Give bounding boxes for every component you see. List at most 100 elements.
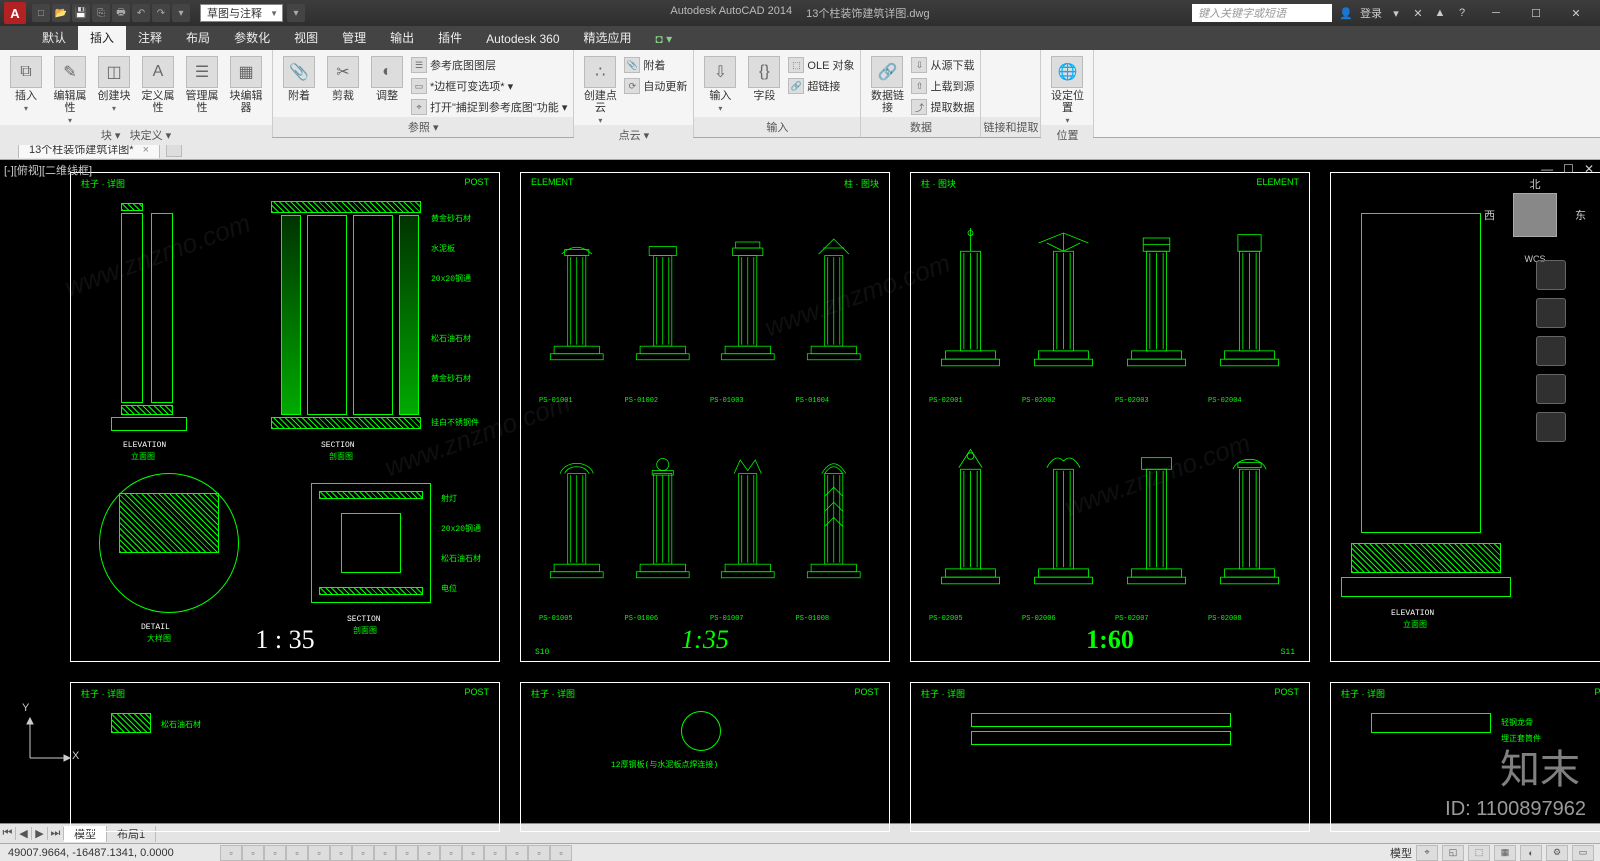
- nav-pan-icon[interactable]: [1536, 298, 1566, 328]
- create-pointcloud-button[interactable]: ∴创建点云▾: [580, 52, 620, 125]
- drawing-area[interactable]: [-][俯视][二维线框] —☐✕ 北 西 东 WCS www.znzmo.co…: [0, 160, 1600, 823]
- layout-nav-next-icon[interactable]: ▶: [32, 827, 48, 840]
- status-icon[interactable]: ▭: [1572, 845, 1594, 861]
- define-attr-button[interactable]: A定义属性: [138, 52, 178, 114]
- panel-title-block[interactable]: 块 ▾ 块定义 ▾: [0, 125, 272, 145]
- nav-zoom-icon[interactable]: [1536, 336, 1566, 366]
- ribbon-tab-focus-icon[interactable]: ◘ ▾: [644, 28, 685, 50]
- status-toggle[interactable]: ▫: [308, 845, 330, 861]
- status-model-label[interactable]: 模型: [1390, 845, 1412, 861]
- manage-attr-button[interactable]: ☰管理属性: [182, 52, 222, 114]
- viewcube-face[interactable]: [1513, 193, 1557, 237]
- signin-icon[interactable]: 👤: [1338, 5, 1354, 21]
- status-icon[interactable]: ⚙: [1546, 845, 1568, 861]
- ribbon-tab-insert[interactable]: 插入: [78, 25, 126, 50]
- viewport-label[interactable]: [-][俯视][二维线框]: [4, 162, 92, 178]
- status-toggle[interactable]: ▫: [550, 845, 572, 861]
- model-canvas[interactable]: www.znzmo.com www.znzmo.com www.znzmo.co…: [0, 160, 1600, 823]
- ribbon-tab-featured[interactable]: 精选应用: [572, 25, 644, 50]
- ribbon-tab-addins[interactable]: 插件: [426, 25, 474, 50]
- upload-source-button[interactable]: ⇧上载到源: [911, 76, 974, 96]
- qat-undo-icon[interactable]: ↶: [132, 4, 150, 22]
- status-toggle[interactable]: ▫: [220, 845, 242, 861]
- set-location-button[interactable]: 🌐设定位置▾: [1047, 52, 1087, 125]
- status-toggle[interactable]: ▫: [396, 845, 418, 861]
- ucs-icon[interactable]: X Y: [20, 708, 80, 773]
- qat-open-icon[interactable]: 📂: [52, 4, 70, 22]
- hyperlink-button[interactable]: 🔗超链接: [788, 76, 854, 96]
- adjust-button[interactable]: ◐调整: [367, 52, 407, 102]
- exchange-icon[interactable]: ✕: [1410, 5, 1426, 21]
- coordinate-readout[interactable]: 49007.9664, -16487.1341, 0.0000: [0, 847, 220, 859]
- status-icon[interactable]: ▦: [1494, 845, 1516, 861]
- viewcube-west[interactable]: 西: [1484, 207, 1495, 223]
- help-icon[interactable]: ?: [1454, 5, 1470, 21]
- window-maximize-icon[interactable]: ☐: [1516, 2, 1556, 24]
- viewcube-east[interactable]: 东: [1575, 207, 1586, 223]
- layout-nav-first-icon[interactable]: ⏮: [0, 827, 16, 840]
- status-icon[interactable]: ⬚: [1468, 845, 1490, 861]
- status-toggle[interactable]: ▫: [264, 845, 286, 861]
- qat-plot-icon[interactable]: 🖶: [112, 4, 130, 22]
- panel-title-reference[interactable]: 参照 ▾: [273, 117, 573, 137]
- ribbon-tab-default[interactable]: 默认: [30, 25, 78, 50]
- ole-button[interactable]: ⬚OLE 对象: [788, 55, 854, 75]
- help-search-input[interactable]: 键入关键字或短语: [1192, 4, 1332, 22]
- datalink-button[interactable]: 🔗数据链接: [867, 52, 907, 114]
- nav-showmotion-icon[interactable]: [1536, 412, 1566, 442]
- qat-saveas-icon[interactable]: ⎘: [92, 4, 110, 22]
- status-toggle[interactable]: ▫: [462, 845, 484, 861]
- create-block-button[interactable]: ◫创建块▾: [94, 52, 134, 113]
- status-toggle[interactable]: ▫: [484, 845, 506, 861]
- stayconnected-icon[interactable]: ▲: [1432, 5, 1448, 21]
- viewcube-north[interactable]: 北: [1530, 176, 1541, 192]
- status-toggle[interactable]: ▫: [286, 845, 308, 861]
- snap-underlay-button[interactable]: ⌖打开"捕捉到参考底图"功能 ▾: [411, 97, 567, 117]
- pc-autoupdate-button[interactable]: ⟳自动更新: [624, 76, 687, 96]
- ribbon-tab-parametric[interactable]: 参数化: [222, 25, 282, 50]
- ribbon-tab-layout[interactable]: 布局: [174, 25, 222, 50]
- insert-block-button[interactable]: ⧉插入▾: [6, 52, 46, 113]
- app-logo-icon[interactable]: A: [4, 2, 26, 24]
- workspace-extra-icon[interactable]: ▾: [287, 4, 305, 22]
- ribbon-tab-manage[interactable]: 管理: [330, 25, 378, 50]
- ribbon-tab-output[interactable]: 输出: [378, 25, 426, 50]
- extract-data-button[interactable]: ⤴提取数据: [911, 97, 974, 117]
- underlay-layers-button[interactable]: ☰参考底图图层: [411, 55, 567, 75]
- import-button[interactable]: ⇩输入▾: [700, 52, 740, 113]
- window-minimize-icon[interactable]: ─: [1476, 2, 1516, 24]
- ribbon-tab-annotate[interactable]: 注释: [126, 25, 174, 50]
- qat-more-icon[interactable]: ▾: [172, 4, 190, 22]
- signin-label[interactable]: 登录: [1360, 5, 1382, 21]
- frames-vary-button[interactable]: ▭*边框可变选项* ▾: [411, 76, 567, 96]
- view-cube[interactable]: 北 西 东 WCS: [1500, 180, 1570, 250]
- status-icon[interactable]: ◐: [1520, 845, 1542, 861]
- pc-attach-button[interactable]: 📎附着: [624, 55, 687, 75]
- status-toggle[interactable]: ▫: [440, 845, 462, 861]
- panel-title-pointcloud[interactable]: 点云 ▾: [574, 125, 693, 145]
- nav-wheel-icon[interactable]: [1536, 260, 1566, 290]
- workspace-dropdown[interactable]: 草图与注释: [200, 4, 283, 22]
- status-toggle[interactable]: ▫: [374, 845, 396, 861]
- field-button[interactable]: {}字段: [744, 52, 784, 102]
- nav-orbit-icon[interactable]: [1536, 374, 1566, 404]
- status-toggle[interactable]: ▫: [242, 845, 264, 861]
- block-editor-button[interactable]: ▦块编辑器: [226, 52, 266, 114]
- window-close-icon[interactable]: ✕: [1556, 2, 1596, 24]
- edit-attr-button[interactable]: ✎编辑属性▾: [50, 52, 90, 125]
- download-source-button[interactable]: ⇩从源下载: [911, 55, 974, 75]
- ribbon-tab-view[interactable]: 视图: [282, 25, 330, 50]
- status-toggle[interactable]: ▫: [330, 845, 352, 861]
- qat-save-icon[interactable]: 💾: [72, 4, 90, 22]
- clip-button[interactable]: ✂剪裁: [323, 52, 363, 102]
- status-toggle[interactable]: ▫: [352, 845, 374, 861]
- file-tab-close-icon[interactable]: ×: [143, 144, 149, 156]
- status-icon[interactable]: ◱: [1442, 845, 1464, 861]
- qat-new-icon[interactable]: □: [32, 4, 50, 22]
- ribbon-tab-a360[interactable]: Autodesk 360: [474, 28, 571, 50]
- status-toggle[interactable]: ▫: [506, 845, 528, 861]
- status-toggle[interactable]: ▫: [418, 845, 440, 861]
- signin-drop-icon[interactable]: ▾: [1388, 5, 1404, 21]
- status-icon[interactable]: ⌖: [1416, 845, 1438, 861]
- viewport-controls[interactable]: —☐✕: [1541, 162, 1594, 176]
